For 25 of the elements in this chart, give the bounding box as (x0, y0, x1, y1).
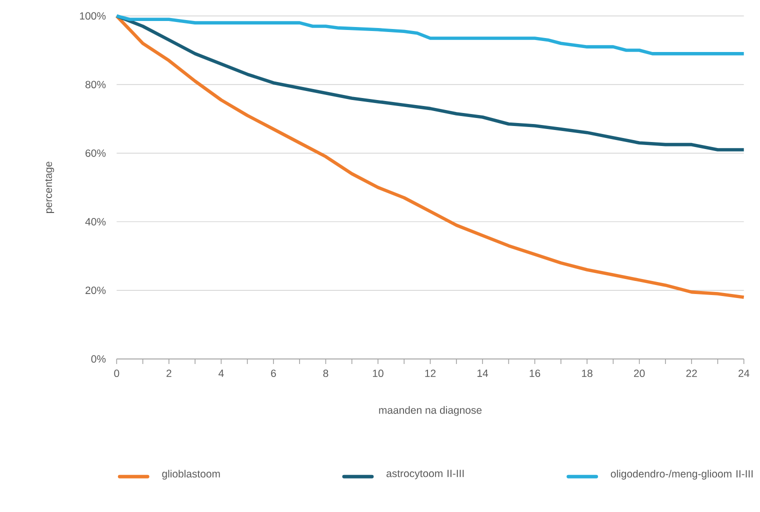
x-tick-label: 0 (114, 370, 120, 378)
line-series (115, 14, 746, 56)
y-tick-label: 60% (86, 150, 106, 158)
y-tick-label: 80% (85, 81, 106, 88)
x-tick-label: 8 (323, 370, 328, 378)
legend-label: oligodendro-/meng-glioom II-III (610, 470, 753, 480)
y-tick-label: 40% (85, 218, 106, 226)
x-tick-label: 10 (372, 370, 384, 378)
x-tick-label: 2 (166, 370, 172, 378)
y-tick-label: 0% (91, 355, 106, 363)
y-tick-label: 20% (86, 286, 106, 294)
x-tick-label: 22 (686, 370, 697, 378)
x-tick-label: 4 (218, 370, 224, 378)
x-tick-label: 24 (738, 370, 750, 378)
x-tick-label: 6 (271, 370, 276, 378)
x-tick-label: 20 (634, 370, 645, 378)
x-axis-title: maanden na diagnose (379, 406, 482, 416)
x-tick-label: 18 (582, 370, 592, 378)
x-tick-label: 14 (477, 370, 488, 378)
x-tick-label: 12 (425, 370, 436, 378)
legend-label: astrocytoom II-III (386, 470, 464, 480)
legend-label: glioblastoom (162, 470, 220, 480)
y-axis-title: percentage (45, 162, 54, 214)
y-tick-label: 100% (80, 12, 106, 20)
x-tick-label: 16 (530, 370, 540, 378)
